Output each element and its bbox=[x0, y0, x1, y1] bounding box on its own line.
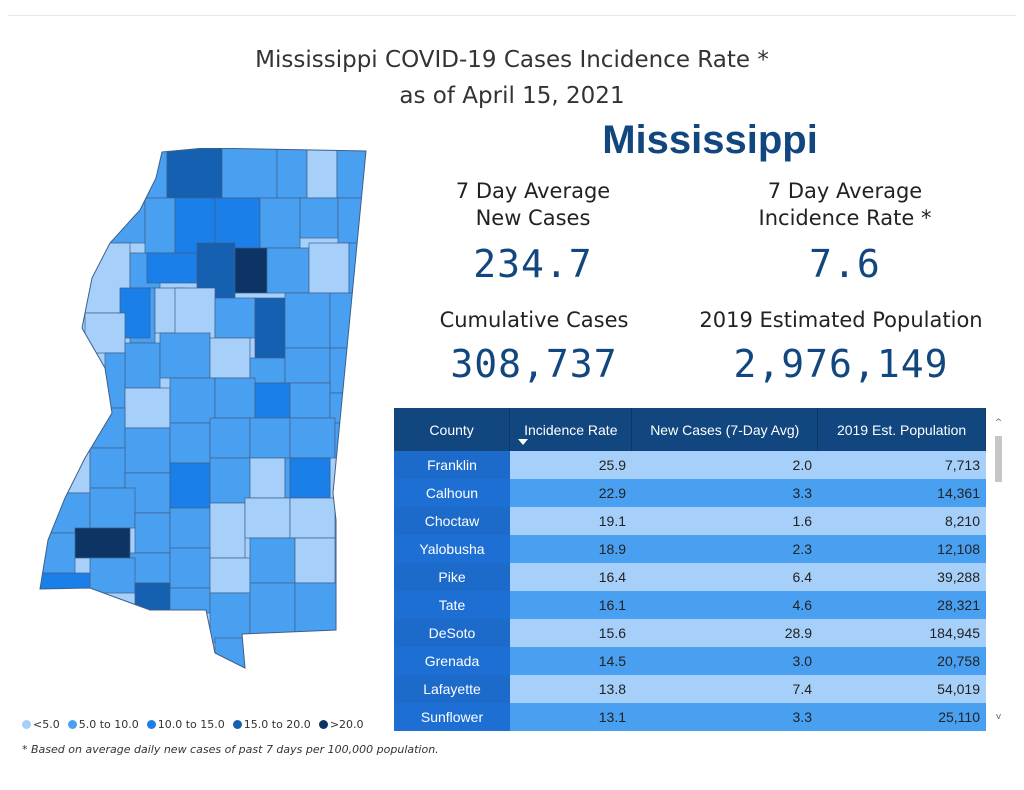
incidence-rate-cell: 15.6 bbox=[510, 619, 632, 647]
county-table: County Incidence Rate New Cases (7-Day A… bbox=[394, 408, 986, 732]
avg-incidence-label-line-2: Incidence Rate * bbox=[758, 206, 932, 230]
population-cell: 12,108 bbox=[818, 535, 986, 563]
legend-dot-icon bbox=[22, 720, 31, 729]
legend-label: 15.0 to 20.0 bbox=[243, 718, 311, 731]
table-header: County Incidence Rate New Cases (7-Day A… bbox=[394, 408, 986, 451]
state-county-map[interactable] bbox=[30, 148, 370, 688]
county-cell: Pike bbox=[394, 563, 510, 591]
county-cell: Calhoun bbox=[394, 479, 510, 507]
population-cell: 28,321 bbox=[818, 591, 986, 619]
incidence-rate-cell: 22.9 bbox=[510, 479, 632, 507]
cumulative-cases-label: Cumulative Cases bbox=[439, 308, 629, 332]
scroll-up-icon[interactable]: ^ bbox=[994, 418, 1003, 428]
population-cell: 25,110 bbox=[818, 703, 986, 731]
county-cell: Franklin bbox=[394, 451, 510, 479]
legend-item: 5.0 to 10.0 bbox=[67, 718, 139, 731]
county-cell: Lafayette bbox=[394, 675, 510, 703]
population-cell: 20,758 bbox=[818, 647, 986, 675]
legend-item: <5.0 bbox=[22, 718, 60, 731]
incidence-rate-cell: 16.4 bbox=[510, 563, 632, 591]
column-header-population[interactable]: 2019 Est. Population bbox=[818, 408, 986, 451]
avg-incidence-value: 7.6 bbox=[809, 242, 881, 286]
legend-dot-icon bbox=[232, 720, 242, 729]
population-label: 2019 Estimated Population bbox=[699, 308, 983, 332]
legend-item: 10.0 to 15.0 bbox=[146, 718, 225, 731]
county-cell: Yalobusha bbox=[394, 535, 510, 563]
table-row[interactable]: Sunflower 13.1 3.3 25,110 bbox=[394, 703, 986, 731]
table-row[interactable]: Lafayette 13.8 7.4 54,019 bbox=[394, 675, 986, 703]
population-cell: 39,288 bbox=[818, 563, 986, 591]
table-body: Franklin 25.9 2.0 7,713 Calhoun 22.9 3.3 14,361… bbox=[394, 451, 986, 731]
legend-dot-icon bbox=[146, 720, 156, 729]
population-cell: 54,019 bbox=[818, 675, 986, 703]
new-cases-cell: 2.0 bbox=[632, 451, 818, 479]
column-header-incidence-rate[interactable]: Incidence Rate bbox=[510, 408, 633, 451]
new-cases-cell: 3.3 bbox=[632, 703, 818, 731]
avg-new-cases-label-line-1: 7 Day Average bbox=[455, 179, 611, 203]
legend-item: 15.0 to 20.0 bbox=[232, 718, 311, 731]
incidence-rate-cell: 16.1 bbox=[510, 591, 632, 619]
avg-incidence-label-line-1: 7 Day Average bbox=[767, 179, 923, 203]
incidence-rate-cell: 13.8 bbox=[510, 675, 632, 703]
legend-item: >20.0 bbox=[318, 718, 364, 731]
table-row[interactable]: Yalobusha 18.9 2.3 12,108 bbox=[394, 535, 986, 563]
table-row[interactable]: Grenada 14.5 3.0 20,758 bbox=[394, 647, 986, 675]
avg-incidence-label: 7 Day Average Incidence Rate * bbox=[720, 178, 970, 232]
legend-label: >20.0 bbox=[329, 718, 364, 731]
new-cases-cell: 3.3 bbox=[632, 479, 818, 507]
legend-label: 10.0 to 15.0 bbox=[157, 718, 225, 731]
top-divider bbox=[8, 15, 1016, 16]
population-cell: 8,210 bbox=[818, 507, 986, 535]
population-cell: 7,713 bbox=[818, 451, 986, 479]
incidence-rate-cell: 19.1 bbox=[510, 507, 632, 535]
column-header-incidence-rate-label: Incidence Rate bbox=[524, 421, 618, 438]
county-cell: Sunflower bbox=[394, 703, 510, 731]
new-cases-cell: 2.3 bbox=[632, 535, 818, 563]
scroll-down-icon[interactable]: v bbox=[995, 712, 1002, 722]
new-cases-cell: 4.6 bbox=[632, 591, 818, 619]
county-cell: Grenada bbox=[394, 647, 510, 675]
new-cases-cell: 7.4 bbox=[632, 675, 818, 703]
legend-label: <5.0 bbox=[33, 718, 60, 731]
title-line-2: as of April 15, 2021 bbox=[399, 83, 625, 109]
legend-dot-icon bbox=[318, 720, 328, 729]
population-cell: 14,361 bbox=[818, 479, 986, 507]
new-cases-cell: 6.4 bbox=[632, 563, 818, 591]
incidence-rate-cell: 14.5 bbox=[510, 647, 632, 675]
population-cell: 184,945 bbox=[818, 619, 986, 647]
county-cell: DeSoto bbox=[394, 619, 510, 647]
sort-descending-icon bbox=[518, 439, 529, 445]
legend-label: 5.0 to 10.0 bbox=[78, 718, 139, 731]
table-row[interactable]: Choctaw 19.1 1.6 8,210 bbox=[394, 507, 986, 535]
population-value: 2,976,149 bbox=[733, 342, 949, 386]
table-row[interactable]: Pike 16.4 6.4 39,288 bbox=[394, 563, 986, 591]
avg-new-cases-label: 7 Day Average New Cases bbox=[418, 178, 648, 232]
avg-new-cases-value: 234.7 bbox=[473, 242, 593, 286]
table-row[interactable]: Tate 16.1 4.6 28,321 bbox=[394, 591, 986, 619]
new-cases-cell: 1.6 bbox=[632, 507, 818, 535]
title-line-1: Mississippi COVID-19 Cases Incidence Rat… bbox=[255, 47, 769, 73]
incidence-rate-cell: 25.9 bbox=[510, 451, 632, 479]
new-cases-cell: 28.9 bbox=[632, 619, 818, 647]
county-cell: Tate bbox=[394, 591, 510, 619]
table-row[interactable]: Franklin 25.9 2.0 7,713 bbox=[394, 451, 986, 479]
cumulative-cases-value: 308,737 bbox=[450, 342, 618, 386]
new-cases-cell: 3.0 bbox=[632, 647, 818, 675]
page-title: Mississippi COVID-19 Cases Incidence Rat… bbox=[0, 42, 1024, 114]
map-legend: <5.0 5.0 to 10.0 10.0 to 15.0 15.0 to 20.0 >… bbox=[22, 718, 364, 731]
legend-dot-icon bbox=[67, 720, 77, 729]
incidence-rate-cell: 13.1 bbox=[510, 703, 632, 731]
state-name-heading: Mississippi bbox=[602, 118, 818, 162]
avg-new-cases-label-line-2: New Cases bbox=[475, 206, 591, 230]
county-cell: Choctaw bbox=[394, 507, 510, 535]
incidence-rate-cell: 18.9 bbox=[510, 535, 632, 563]
table-row[interactable]: DeSoto 15.6 28.9 184,945 bbox=[394, 619, 986, 647]
table-scrollbar[interactable]: ^ v bbox=[993, 418, 1004, 722]
column-header-new-cases[interactable]: New Cases (7-Day Avg) bbox=[632, 408, 819, 451]
table-row[interactable]: Calhoun 22.9 3.3 14,361 bbox=[394, 479, 986, 507]
scroll-thumb[interactable] bbox=[995, 436, 1002, 482]
footnote: * Based on average daily new cases of pa… bbox=[22, 743, 439, 756]
column-header-county[interactable]: County bbox=[394, 408, 511, 451]
